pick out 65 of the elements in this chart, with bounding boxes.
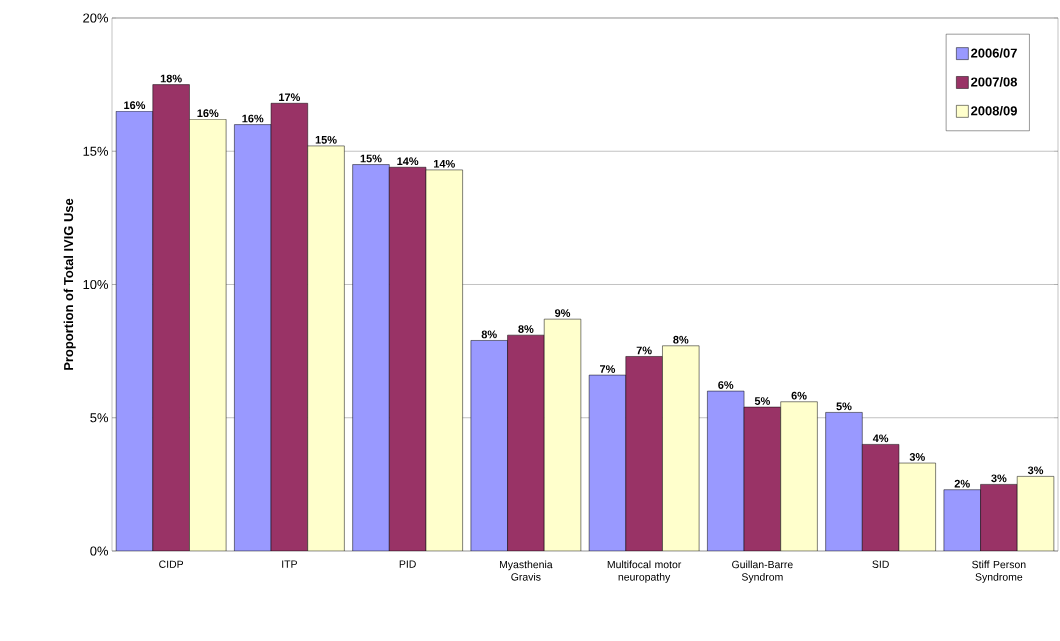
bar bbox=[707, 391, 745, 551]
y-tick-label: 15% bbox=[83, 146, 109, 156]
data-label: 7% bbox=[600, 365, 616, 373]
data-label: 3% bbox=[1027, 466, 1044, 475]
bar bbox=[234, 124, 272, 551]
bar bbox=[980, 484, 1018, 551]
bar bbox=[544, 319, 581, 551]
bar bbox=[425, 169, 463, 551]
legend-label: 2006/07 bbox=[971, 48, 1017, 58]
data-label: 6% bbox=[791, 391, 807, 400]
y-tick-label: 5% bbox=[90, 413, 109, 423]
data-label: 14% bbox=[434, 159, 455, 168]
data-label: 8% bbox=[518, 325, 534, 333]
bar bbox=[507, 335, 545, 551]
x-tick-label: Stiff Person Syndrome bbox=[972, 560, 1026, 583]
bar bbox=[307, 145, 345, 551]
bar bbox=[1016, 476, 1055, 551]
x-tick-label: SID bbox=[872, 560, 889, 568]
data-label: 15% bbox=[360, 154, 382, 163]
y-axis-title: Proportion of Total IVIG Use bbox=[63, 198, 76, 370]
bar bbox=[589, 375, 626, 551]
data-label: 3% bbox=[991, 474, 1007, 483]
x-tick-label: ITP bbox=[282, 560, 297, 568]
data-label: 9% bbox=[554, 309, 571, 317]
bar bbox=[825, 412, 863, 551]
data-label: 14% bbox=[397, 157, 419, 166]
x-tick-label: PID bbox=[399, 560, 416, 568]
bar bbox=[271, 103, 308, 551]
y-tick-label: 10% bbox=[83, 279, 109, 290]
data-label: 16% bbox=[197, 109, 219, 118]
x-tick-label: CIDP bbox=[159, 560, 184, 568]
bar bbox=[189, 119, 227, 551]
bar bbox=[662, 345, 700, 551]
legend-label: 2008/09 bbox=[971, 105, 1017, 116]
data-label: 6% bbox=[718, 381, 734, 389]
data-label: 16% bbox=[124, 101, 146, 110]
data-label: 4% bbox=[872, 434, 889, 443]
x-tick-label: Multifocal motor neuropathy bbox=[607, 560, 682, 583]
bar bbox=[898, 463, 936, 551]
bar bbox=[152, 84, 190, 551]
data-label: 3% bbox=[909, 453, 925, 461]
legend-label: 2007/08 bbox=[971, 77, 1018, 87]
bar bbox=[862, 444, 899, 551]
data-label: 18% bbox=[160, 74, 182, 83]
y-tick-label: 20% bbox=[83, 13, 109, 23]
x-tick-label: Myasthenia Gravis bbox=[499, 560, 553, 581]
data-label: 7% bbox=[636, 346, 652, 355]
bar bbox=[470, 340, 508, 551]
data-label: 8% bbox=[481, 330, 497, 339]
bar bbox=[116, 111, 153, 551]
x-tick-label: Guillan-Barre Syndrom bbox=[732, 560, 793, 583]
data-label: 5% bbox=[836, 402, 852, 411]
data-label: 15% bbox=[315, 135, 337, 144]
data-label: 8% bbox=[673, 335, 689, 344]
bar bbox=[352, 164, 390, 551]
bar bbox=[943, 489, 981, 551]
bar bbox=[389, 167, 426, 551]
y-tick-label: 0% bbox=[90, 546, 109, 556]
bar bbox=[625, 356, 663, 551]
data-label: 17% bbox=[279, 93, 301, 102]
bar bbox=[780, 401, 818, 551]
data-label: 5% bbox=[754, 397, 770, 405]
bar bbox=[744, 407, 781, 551]
data-label: 16% bbox=[242, 114, 264, 123]
data-label: 2% bbox=[954, 479, 970, 488]
